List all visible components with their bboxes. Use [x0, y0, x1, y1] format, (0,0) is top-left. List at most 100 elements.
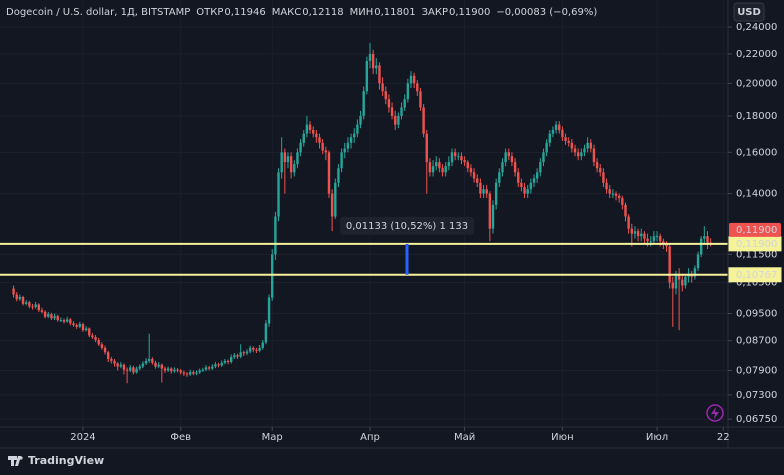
candle-body: [62, 320, 66, 322]
ohlc-name: ЗАКР: [422, 7, 448, 18]
candle-body: [154, 362, 157, 367]
candle-body: [381, 83, 384, 92]
plot-layer: [12, 42, 712, 384]
candle-body: [693, 268, 697, 277]
alert-icon[interactable]: [706, 404, 724, 422]
candle-body: [305, 124, 309, 134]
candle-body: [403, 99, 406, 108]
candle-body: [580, 152, 583, 157]
grid-layer: [0, 0, 728, 427]
candle-body: [327, 152, 331, 194]
candle-body: [274, 216, 277, 255]
y-tick-label: 0,20000: [736, 78, 777, 89]
candle-body: [652, 236, 656, 242]
candle-body: [564, 137, 567, 141]
candle-body: [296, 152, 299, 165]
candle-body: [617, 195, 621, 199]
candle-body: [125, 369, 129, 371]
candle-body: [330, 193, 334, 217]
brand-name[interactable]: TradingView: [28, 454, 104, 467]
candle-body: [371, 53, 375, 69]
candle-body: [40, 310, 44, 312]
candle-body: [346, 142, 350, 149]
candle-body: [283, 152, 287, 163]
candle-body: [561, 129, 564, 138]
candle-body: [321, 142, 324, 151]
candle-body: [201, 369, 205, 371]
candle-body: [359, 115, 362, 125]
candle-body: [217, 364, 220, 366]
candle-body: [233, 355, 236, 358]
candle-body: [34, 304, 37, 308]
ohlc-value: 0,12118: [302, 7, 343, 18]
candle-body: [204, 367, 208, 370]
x-tick-label: Июл: [646, 432, 668, 443]
candle-body: [261, 342, 264, 348]
candle-body: [50, 314, 53, 319]
y-tick-label: 0,08700: [736, 336, 777, 347]
candle-body: [220, 362, 223, 366]
candle-body: [368, 53, 372, 62]
candle-body: [469, 168, 473, 173]
candle-body: [526, 189, 529, 194]
candle-body: [611, 193, 615, 195]
candle-body: [441, 168, 444, 173]
candle-body: [132, 367, 135, 373]
candle-body: [116, 363, 119, 367]
candle-body: [466, 162, 469, 169]
overlay-layer: 0,01133 (10,52%) 1 133: [0, 216, 728, 276]
candle-body: [539, 162, 542, 173]
candle-body: [75, 325, 78, 327]
candle-body: [334, 182, 337, 217]
candle-body: [198, 370, 201, 373]
candle-body: [340, 152, 343, 169]
candle-body: [59, 320, 63, 322]
candle-body: [551, 129, 555, 134]
candle-body: [151, 358, 154, 363]
brand-icon: [8, 456, 21, 466]
currency-button[interactable]: [733, 2, 765, 22]
candle-body: [362, 91, 365, 116]
candle-body: [56, 316, 59, 321]
candle-body: [43, 311, 47, 317]
y-tick-label: 0,24000: [736, 22, 777, 33]
brand-logo[interactable]: [8, 456, 23, 466]
y-tick-label: 0,10500: [736, 278, 777, 289]
candle-body: [583, 148, 586, 153]
candle-body: [147, 358, 151, 361]
candle-body: [258, 347, 261, 351]
candle-body: [88, 328, 91, 336]
candle-body: [520, 182, 523, 188]
candle-body: [286, 156, 290, 163]
ohlc-name: МАКС: [272, 7, 302, 18]
candle-body: [91, 335, 94, 338]
candle-body: [182, 372, 186, 374]
candle-body: [21, 297, 25, 304]
candle-body: [356, 124, 359, 134]
candle-body: [176, 369, 179, 371]
candle-body: [239, 352, 242, 357]
candle-body: [252, 347, 255, 350]
y-tick-label: 0,18000: [736, 111, 777, 122]
candle-body: [595, 162, 599, 169]
y-tick-label: 0,16000: [736, 147, 777, 158]
candle-body: [110, 358, 113, 361]
candle-body: [444, 166, 447, 173]
candle-body: [457, 156, 460, 158]
candle-body: [706, 236, 709, 243]
candle-body: [498, 172, 501, 183]
candle-body: [479, 182, 482, 194]
candle-body: [485, 189, 488, 194]
y-tick-label: 0,22000: [736, 49, 777, 60]
candle-body: [567, 140, 570, 143]
candle-body: [507, 152, 510, 157]
candle-body: [630, 228, 633, 234]
currency-label[interactable]: USD: [737, 7, 761, 18]
candle-body: [545, 142, 548, 153]
candle-body: [31, 306, 34, 308]
candle-body: [703, 236, 706, 239]
candle-body: [504, 152, 507, 163]
candle-body: [302, 133, 305, 143]
